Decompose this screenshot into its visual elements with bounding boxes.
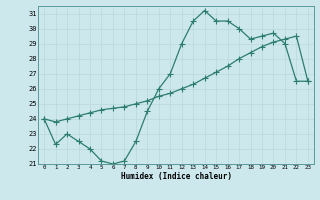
X-axis label: Humidex (Indice chaleur): Humidex (Indice chaleur) [121, 172, 231, 181]
